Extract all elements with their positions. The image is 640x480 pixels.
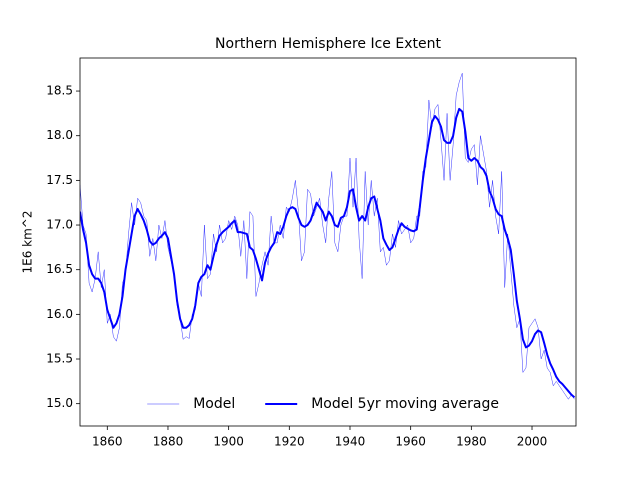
y-tick-label: 17.5 (46, 173, 73, 187)
x-tick-label: 1880 (153, 435, 184, 449)
legend-label: Model 5yr moving average (311, 396, 499, 412)
x-tick-label: 1860 (92, 435, 123, 449)
y-tick-label: 17.0 (46, 218, 73, 232)
x-tick-label: 2000 (517, 435, 548, 449)
y-tick-label: 15.5 (46, 352, 73, 366)
x-tick-label: 1960 (395, 435, 426, 449)
x-tick-label: 1940 (335, 435, 366, 449)
x-tick-label: 1920 (274, 435, 305, 449)
series-line (80, 107, 576, 399)
chart-title: Northern Hemisphere Ice Extent (215, 36, 441, 52)
y-tick-label: 18.0 (46, 128, 73, 142)
legend-label: Model (193, 396, 235, 412)
y-tick-label: 18.5 (46, 84, 73, 98)
x-tick-label: 1980 (456, 435, 487, 449)
plot-frame (79, 57, 577, 427)
y-tick-label: 15.0 (46, 396, 73, 410)
y-axis-label: 1E6 km^2 (21, 211, 35, 274)
y-tick-label: 16.0 (46, 307, 73, 321)
x-tick-label: 1900 (213, 435, 244, 449)
y-tick-label: 16.5 (46, 262, 73, 276)
